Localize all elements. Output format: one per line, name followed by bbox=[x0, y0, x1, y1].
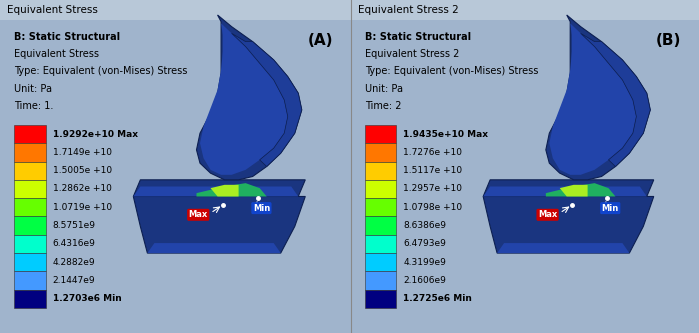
FancyBboxPatch shape bbox=[14, 235, 45, 253]
Text: 4.3199e9: 4.3199e9 bbox=[403, 258, 446, 267]
FancyBboxPatch shape bbox=[14, 290, 45, 308]
Text: 2.1447e9: 2.1447e9 bbox=[52, 276, 95, 285]
FancyBboxPatch shape bbox=[14, 125, 45, 143]
Polygon shape bbox=[483, 180, 654, 196]
Polygon shape bbox=[134, 180, 305, 196]
Text: 6.4316e9: 6.4316e9 bbox=[52, 239, 96, 248]
Text: Max: Max bbox=[189, 210, 208, 219]
Text: Equivalent Stress 2: Equivalent Stress 2 bbox=[358, 5, 459, 15]
Polygon shape bbox=[483, 186, 647, 196]
FancyBboxPatch shape bbox=[14, 162, 45, 180]
Polygon shape bbox=[196, 15, 302, 180]
Text: Min: Min bbox=[602, 203, 619, 213]
Text: Time: 1.: Time: 1. bbox=[14, 101, 53, 111]
FancyBboxPatch shape bbox=[365, 271, 396, 290]
Polygon shape bbox=[560, 185, 588, 196]
Polygon shape bbox=[134, 196, 305, 253]
Text: Unit: Pa: Unit: Pa bbox=[14, 84, 52, 94]
Polygon shape bbox=[196, 183, 267, 196]
Text: 8.6386e9: 8.6386e9 bbox=[403, 221, 446, 230]
Text: Type: Equivalent (von-Mises) Stress: Type: Equivalent (von-Mises) Stress bbox=[14, 66, 187, 76]
Polygon shape bbox=[147, 243, 281, 253]
Text: 1.9292e+10 Max: 1.9292e+10 Max bbox=[52, 130, 138, 139]
Text: Unit: Pa: Unit: Pa bbox=[365, 84, 403, 94]
FancyBboxPatch shape bbox=[365, 180, 396, 198]
Text: 1.2703e6 Min: 1.2703e6 Min bbox=[52, 294, 122, 303]
Text: 1.0798e +10: 1.0798e +10 bbox=[403, 203, 462, 212]
Text: Max: Max bbox=[538, 210, 557, 219]
Text: 1.7149e +10: 1.7149e +10 bbox=[52, 148, 112, 157]
Text: Type: Equivalent (von-Mises) Stress: Type: Equivalent (von-Mises) Stress bbox=[365, 66, 538, 76]
FancyBboxPatch shape bbox=[14, 216, 45, 235]
Text: 1.5117e +10: 1.5117e +10 bbox=[403, 166, 462, 175]
Text: 1.2725e6 Min: 1.2725e6 Min bbox=[403, 294, 472, 303]
Text: 4.2882e9: 4.2882e9 bbox=[52, 258, 95, 267]
FancyBboxPatch shape bbox=[365, 290, 396, 308]
FancyBboxPatch shape bbox=[365, 143, 396, 162]
Text: 1.2957e +10: 1.2957e +10 bbox=[403, 184, 462, 193]
FancyBboxPatch shape bbox=[365, 162, 396, 180]
Text: Equivalent Stress 2: Equivalent Stress 2 bbox=[365, 49, 459, 59]
FancyBboxPatch shape bbox=[14, 180, 45, 198]
Polygon shape bbox=[483, 196, 654, 253]
FancyBboxPatch shape bbox=[365, 125, 396, 143]
Text: 8.5751e9: 8.5751e9 bbox=[52, 221, 96, 230]
Polygon shape bbox=[134, 186, 298, 196]
FancyBboxPatch shape bbox=[14, 198, 45, 216]
Polygon shape bbox=[210, 185, 238, 196]
Text: (B): (B) bbox=[656, 33, 682, 48]
FancyBboxPatch shape bbox=[351, 0, 699, 20]
Text: 1.5005e +10: 1.5005e +10 bbox=[52, 166, 112, 175]
FancyBboxPatch shape bbox=[365, 198, 396, 216]
Text: Time: 2: Time: 2 bbox=[365, 101, 401, 111]
Text: 1.0719e +10: 1.0719e +10 bbox=[52, 203, 112, 212]
FancyBboxPatch shape bbox=[14, 253, 45, 271]
Polygon shape bbox=[497, 243, 629, 253]
Polygon shape bbox=[231, 33, 302, 167]
Text: 1.7276e +10: 1.7276e +10 bbox=[403, 148, 462, 157]
Text: Equivalent Stress: Equivalent Stress bbox=[7, 5, 98, 15]
Text: (A): (A) bbox=[308, 33, 333, 48]
Text: 1.9435e+10 Max: 1.9435e+10 Max bbox=[403, 130, 488, 139]
FancyBboxPatch shape bbox=[365, 216, 396, 235]
Text: B: Static Structural: B: Static Structural bbox=[365, 32, 471, 42]
Text: Equivalent Stress: Equivalent Stress bbox=[14, 49, 99, 59]
Text: 6.4793e9: 6.4793e9 bbox=[403, 239, 446, 248]
Polygon shape bbox=[549, 23, 636, 175]
Polygon shape bbox=[200, 23, 288, 175]
FancyBboxPatch shape bbox=[14, 271, 45, 290]
Text: B: Static Structural: B: Static Structural bbox=[14, 32, 120, 42]
Text: 2.1606e9: 2.1606e9 bbox=[403, 276, 446, 285]
FancyBboxPatch shape bbox=[365, 235, 396, 253]
Polygon shape bbox=[546, 15, 650, 180]
Polygon shape bbox=[581, 33, 650, 167]
Polygon shape bbox=[546, 183, 615, 196]
Text: 1.2862e +10: 1.2862e +10 bbox=[52, 184, 112, 193]
Text: Min: Min bbox=[253, 203, 270, 213]
FancyBboxPatch shape bbox=[365, 253, 396, 271]
FancyBboxPatch shape bbox=[0, 0, 351, 20]
FancyBboxPatch shape bbox=[14, 143, 45, 162]
